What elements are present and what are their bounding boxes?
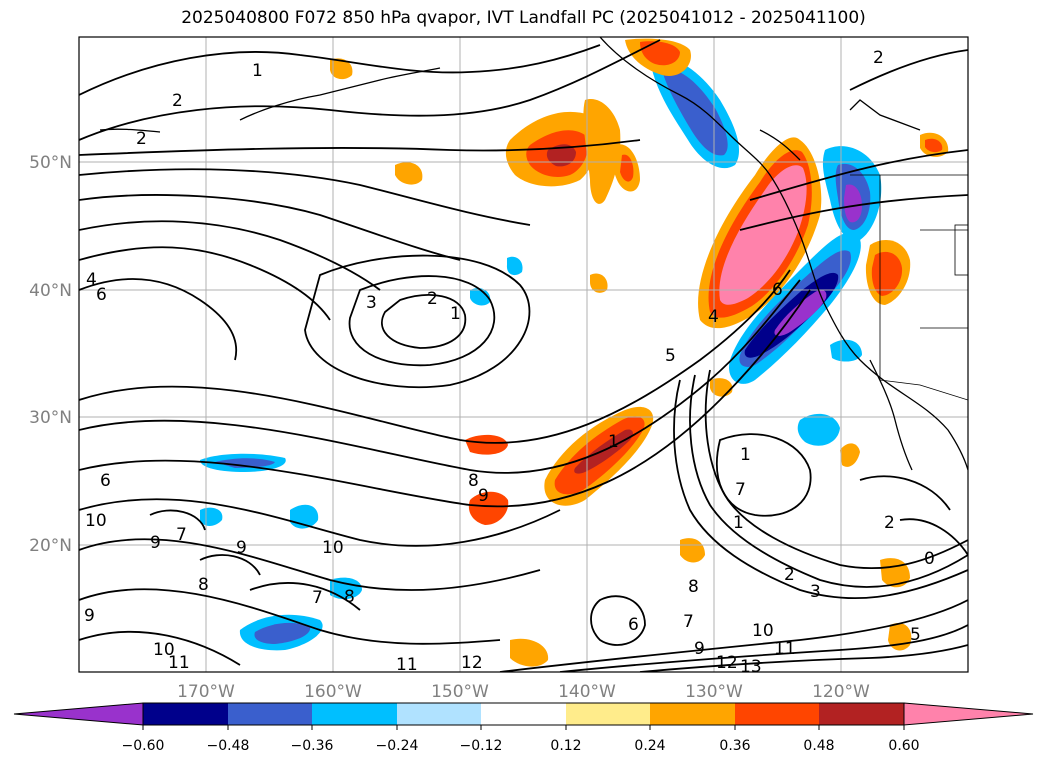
- svg-text:3: 3: [810, 582, 821, 602]
- svg-text:6: 6: [772, 280, 783, 300]
- svg-text:50°N: 50°N: [29, 153, 72, 173]
- svg-text:10: 10: [752, 621, 774, 641]
- svg-text:10: 10: [85, 511, 107, 531]
- svg-text:5: 5: [910, 625, 921, 645]
- svg-text:1: 1: [733, 513, 744, 533]
- svg-text:9: 9: [150, 533, 161, 553]
- map-frame: [78, 36, 969, 673]
- svg-text:2: 2: [136, 129, 147, 149]
- svg-text:1: 1: [608, 432, 619, 452]
- svg-text:140°W: 140°W: [558, 682, 616, 702]
- svg-text:2: 2: [873, 48, 884, 68]
- svg-text:0.36: 0.36: [719, 738, 750, 754]
- svg-text:30°N: 30°N: [29, 408, 72, 428]
- svg-text:3: 3: [366, 293, 377, 313]
- svg-text:2: 2: [172, 91, 183, 111]
- borders: [850, 174, 968, 401]
- svg-text:11: 11: [774, 639, 796, 659]
- svg-text:13: 13: [740, 657, 762, 677]
- colorbar-segment: [650, 703, 735, 725]
- colorbar: −0.60 −0.48 −0.36 −0.24 −0.12 0.12 0.24 …: [13, 702, 1034, 754]
- colorbar-segment: [819, 703, 904, 725]
- svg-text:10: 10: [322, 538, 344, 558]
- svg-text:−0.12: −0.12: [460, 738, 503, 754]
- svg-text:6: 6: [628, 615, 639, 635]
- svg-text:10: 10: [153, 640, 175, 660]
- svg-text:0.12: 0.12: [550, 738, 581, 754]
- svg-text:0: 0: [924, 549, 935, 569]
- svg-text:0.60: 0.60: [888, 738, 919, 754]
- svg-text:−0.36: −0.36: [291, 738, 334, 754]
- svg-text:9: 9: [84, 606, 95, 626]
- colorbar-frame: [142, 702, 905, 726]
- colorbar-segment: [566, 703, 650, 725]
- svg-text:1: 1: [252, 61, 263, 81]
- svg-text:7: 7: [312, 588, 323, 608]
- colorbar-segment: [397, 703, 481, 725]
- colorbar-segment: [481, 703, 566, 725]
- svg-text:40°N: 40°N: [29, 281, 72, 301]
- svg-text:6: 6: [100, 471, 111, 491]
- svg-text:6: 6: [96, 285, 107, 305]
- svg-text:−0.48: −0.48: [207, 738, 250, 754]
- colorbar-tick-labels: −0.60 −0.48 −0.36 −0.24 −0.12 0.12 0.24 …: [122, 738, 920, 754]
- svg-text:4: 4: [708, 307, 719, 327]
- svg-text:8: 8: [344, 587, 355, 607]
- coastlines: [99, 37, 968, 471]
- svg-text:7: 7: [176, 525, 187, 545]
- latitude-labels: 50°N 40°N 30°N 20°N: [29, 153, 72, 556]
- svg-text:7: 7: [683, 612, 694, 632]
- svg-text:4: 4: [86, 270, 97, 290]
- svg-text:8: 8: [468, 471, 479, 491]
- svg-text:0.48: 0.48: [803, 738, 834, 754]
- colorbar-segment: [228, 703, 312, 725]
- colorbar-ticks: [142, 725, 905, 730]
- colorbar-upper-extension: [903, 702, 1034, 726]
- contour-labels: 1 2 2 4 6 3 2 1 5 4 6 8 9 10 7 9 9 10 8 …: [84, 48, 935, 677]
- svg-text:120°W: 120°W: [812, 682, 870, 702]
- colorbar-segment: [735, 703, 819, 725]
- svg-text:11: 11: [396, 655, 418, 675]
- svg-text:9: 9: [478, 486, 489, 506]
- svg-text:9: 9: [694, 639, 705, 659]
- shaded-field: [200, 38, 949, 667]
- colorbar-segment: [312, 703, 397, 725]
- svg-text:2: 2: [427, 289, 438, 309]
- svg-text:1: 1: [740, 445, 751, 465]
- grid-lines: [79, 37, 968, 672]
- svg-text:130°W: 130°W: [685, 682, 743, 702]
- svg-text:5: 5: [665, 346, 676, 366]
- svg-text:170°W: 170°W: [177, 682, 235, 702]
- svg-text:150°W: 150°W: [431, 682, 489, 702]
- svg-text:7: 7: [735, 480, 746, 500]
- svg-text:−0.24: −0.24: [376, 738, 419, 754]
- contours: [79, 39, 968, 672]
- svg-text:1: 1: [450, 304, 461, 324]
- svg-text:20°N: 20°N: [29, 536, 72, 556]
- svg-text:11: 11: [168, 653, 190, 673]
- colorbar-segment: [143, 703, 228, 725]
- colorbar-lower-extension: [13, 702, 144, 726]
- svg-text:−0.60: −0.60: [122, 738, 165, 754]
- svg-text:8: 8: [198, 575, 209, 595]
- longitude-labels: 170°W 160°W 150°W 140°W 130°W 120°W: [177, 682, 870, 702]
- svg-text:8: 8: [688, 577, 699, 597]
- svg-text:12: 12: [461, 653, 483, 673]
- map-title: 2025040800 F072 850 hPa qvapor, IVT Land…: [181, 8, 866, 28]
- svg-text:2: 2: [784, 565, 795, 585]
- svg-text:0.24: 0.24: [634, 738, 665, 754]
- svg-text:9: 9: [236, 538, 247, 558]
- svg-text:160°W: 160°W: [304, 682, 362, 702]
- svg-text:2: 2: [884, 513, 895, 533]
- svg-text:12: 12: [716, 653, 738, 673]
